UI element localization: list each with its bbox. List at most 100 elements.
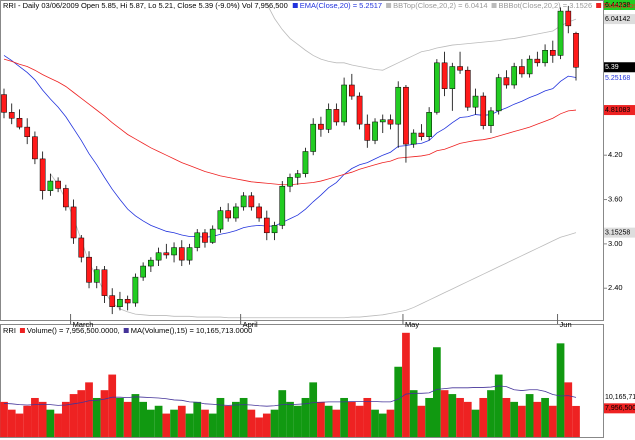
legend-label: EMA(Close,20) = 5.2517 <box>300 1 382 10</box>
volume-bar <box>232 401 240 437</box>
candle-body <box>503 77 510 86</box>
volume-bar <box>378 413 387 437</box>
volume-bar <box>556 343 565 437</box>
candle-body <box>395 86 402 125</box>
volume-bar <box>116 397 124 437</box>
volume-bar <box>440 390 449 437</box>
volume-bar <box>270 409 279 437</box>
candle-body <box>341 84 347 123</box>
candle-body <box>519 66 525 75</box>
volume-bar <box>262 413 271 437</box>
volume-bar <box>448 394 457 437</box>
volume-bar <box>494 374 503 437</box>
volume-bar <box>247 409 256 437</box>
value-tag <box>604 105 635 116</box>
volume-bar <box>7 409 16 437</box>
candle-body <box>217 210 224 230</box>
candle-body <box>565 10 572 27</box>
volume-bar <box>177 405 186 437</box>
y-tick-label: 3.60 <box>608 195 623 204</box>
candle-body <box>271 225 278 234</box>
candle-body <box>542 50 548 64</box>
candle-body <box>302 151 309 174</box>
candle-body <box>511 66 518 86</box>
volume-bar <box>347 401 356 437</box>
candle-body <box>186 247 193 261</box>
y-tick-label: 2.40 <box>608 283 623 292</box>
volume-bar <box>301 397 310 437</box>
candle-body <box>248 195 255 208</box>
candle-body <box>109 295 116 307</box>
volume-bar <box>147 409 155 437</box>
legend-label: EMA(Close,50) = 4.8108 <box>603 1 635 10</box>
candle-body <box>194 232 201 248</box>
volume-bar <box>15 413 24 437</box>
candle-body <box>124 299 131 304</box>
volume-bar <box>533 401 542 437</box>
legend-swatch <box>19 328 25 333</box>
value-tag <box>604 73 635 84</box>
candle-body <box>426 112 432 137</box>
volume-title: RRI <box>3 326 16 335</box>
volume-bar <box>61 401 70 437</box>
candle-body <box>32 136 38 160</box>
volume-bar <box>208 413 217 437</box>
volume-bar <box>463 401 472 437</box>
candle-body <box>209 228 216 243</box>
candle-body <box>434 62 440 113</box>
volume-bar <box>371 409 379 437</box>
volume-bar <box>433 347 441 437</box>
value-tag-label: 7,956,500 <box>605 405 635 412</box>
volume-bar <box>54 413 62 437</box>
volume-bar <box>456 397 464 437</box>
volume-bar <box>487 390 495 437</box>
candle-body <box>472 95 479 108</box>
candle-body <box>132 276 139 304</box>
candle-body <box>318 123 324 130</box>
volume-bar <box>46 409 55 437</box>
volume-bar <box>69 394 78 437</box>
volume-bar <box>293 405 302 437</box>
value-tag <box>604 403 635 414</box>
volume-bar <box>170 409 178 437</box>
y-tick-label: 4.20 <box>608 150 623 159</box>
candle-body <box>47 180 54 191</box>
value-tag-label: 5.39 <box>605 64 619 71</box>
volume-bar <box>471 409 480 437</box>
candle-body <box>225 210 232 219</box>
legend-swatch <box>491 3 497 8</box>
value-tag-label: 4.81083 <box>605 107 630 114</box>
volume-bar <box>255 417 263 437</box>
volume-bar <box>564 382 573 437</box>
volume-bar <box>131 394 140 437</box>
volume-bar <box>201 409 209 437</box>
candle-body <box>171 247 177 256</box>
volume-bar <box>502 397 511 437</box>
candle-body <box>488 110 494 126</box>
candle-body <box>480 95 487 126</box>
candle-body <box>24 126 31 137</box>
volume-bar <box>0 401 8 437</box>
candle-body <box>78 237 85 258</box>
volume-bar <box>278 390 287 437</box>
price-panel <box>0 0 604 321</box>
candle-body <box>263 217 270 234</box>
candle-body <box>294 173 301 178</box>
legend-swatch <box>292 3 298 8</box>
volume-panel <box>0 324 604 438</box>
value-tag-label: 3.15258 <box>605 229 630 236</box>
y-tick-label: 3.00 <box>608 239 623 248</box>
chart-title: RRI - Daily 03/06/2009 Open 5.85, Hi 5.8… <box>3 1 288 10</box>
candle-body <box>534 58 541 64</box>
candle-body <box>86 256 92 283</box>
candle-body <box>526 58 533 75</box>
candle-body <box>310 123 317 152</box>
candle-body <box>464 69 471 108</box>
volume-bar <box>224 405 233 437</box>
volume-bar <box>332 409 341 437</box>
volume-bar <box>193 401 202 437</box>
volume-bar <box>77 390 86 437</box>
candle-body <box>101 269 108 296</box>
